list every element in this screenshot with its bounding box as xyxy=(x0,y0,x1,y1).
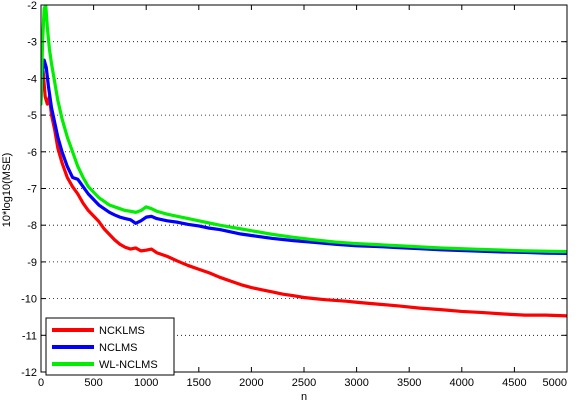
axis-ticks: -12 -11 -10 -9 -8 -7 -6 -5 -4 -3 -2 0 500 1000 1500 200… xyxy=(21,0,568,389)
legend-label: NCLMS xyxy=(99,342,138,354)
x-tick-label: 2000 xyxy=(239,377,263,389)
x-tick-label: 0 xyxy=(38,377,44,389)
x-tick-label: 1000 xyxy=(134,377,158,389)
legend: NCKLMS NCLMS WL-NCLMS xyxy=(45,317,175,376)
y-tick-label: -5 xyxy=(27,110,37,122)
legend-label: WL-NCLMS xyxy=(99,359,158,371)
y-tick-label: -12 xyxy=(21,367,37,379)
y-tick-label: -7 xyxy=(27,184,37,196)
y-tick-label: -6 xyxy=(27,147,37,159)
series-line-wl-nclms xyxy=(41,5,567,254)
x-tick-label: 3500 xyxy=(397,377,421,389)
legend-label: NCKLMS xyxy=(99,325,145,337)
y-tick-label: -4 xyxy=(27,73,37,85)
x-tick-label: 4500 xyxy=(502,377,526,389)
y-tick-label: -9 xyxy=(27,257,37,269)
series-line-ncklms xyxy=(41,69,567,318)
y-axis-label: 10*log10(MSE) xyxy=(1,153,13,228)
x-tick-label: 5000 xyxy=(543,377,567,389)
y-tick-label: -2 xyxy=(27,0,37,12)
series-lines xyxy=(41,5,567,318)
y-tick-label: -8 xyxy=(27,220,37,232)
plot-background xyxy=(41,5,567,372)
x-tick-label: 2500 xyxy=(292,377,316,389)
y-tick-label: -11 xyxy=(22,330,37,342)
y-tick-label: -10 xyxy=(21,294,37,306)
x-tick-label: 4000 xyxy=(450,377,474,389)
series-line-nclms xyxy=(41,58,567,256)
x-axis-label: n xyxy=(301,391,307,403)
x-tick-label: 500 xyxy=(84,377,102,389)
x-tick-label: 1500 xyxy=(187,377,211,389)
x-tick-label: 3000 xyxy=(344,377,368,389)
y-tick-label: -3 xyxy=(27,37,37,49)
